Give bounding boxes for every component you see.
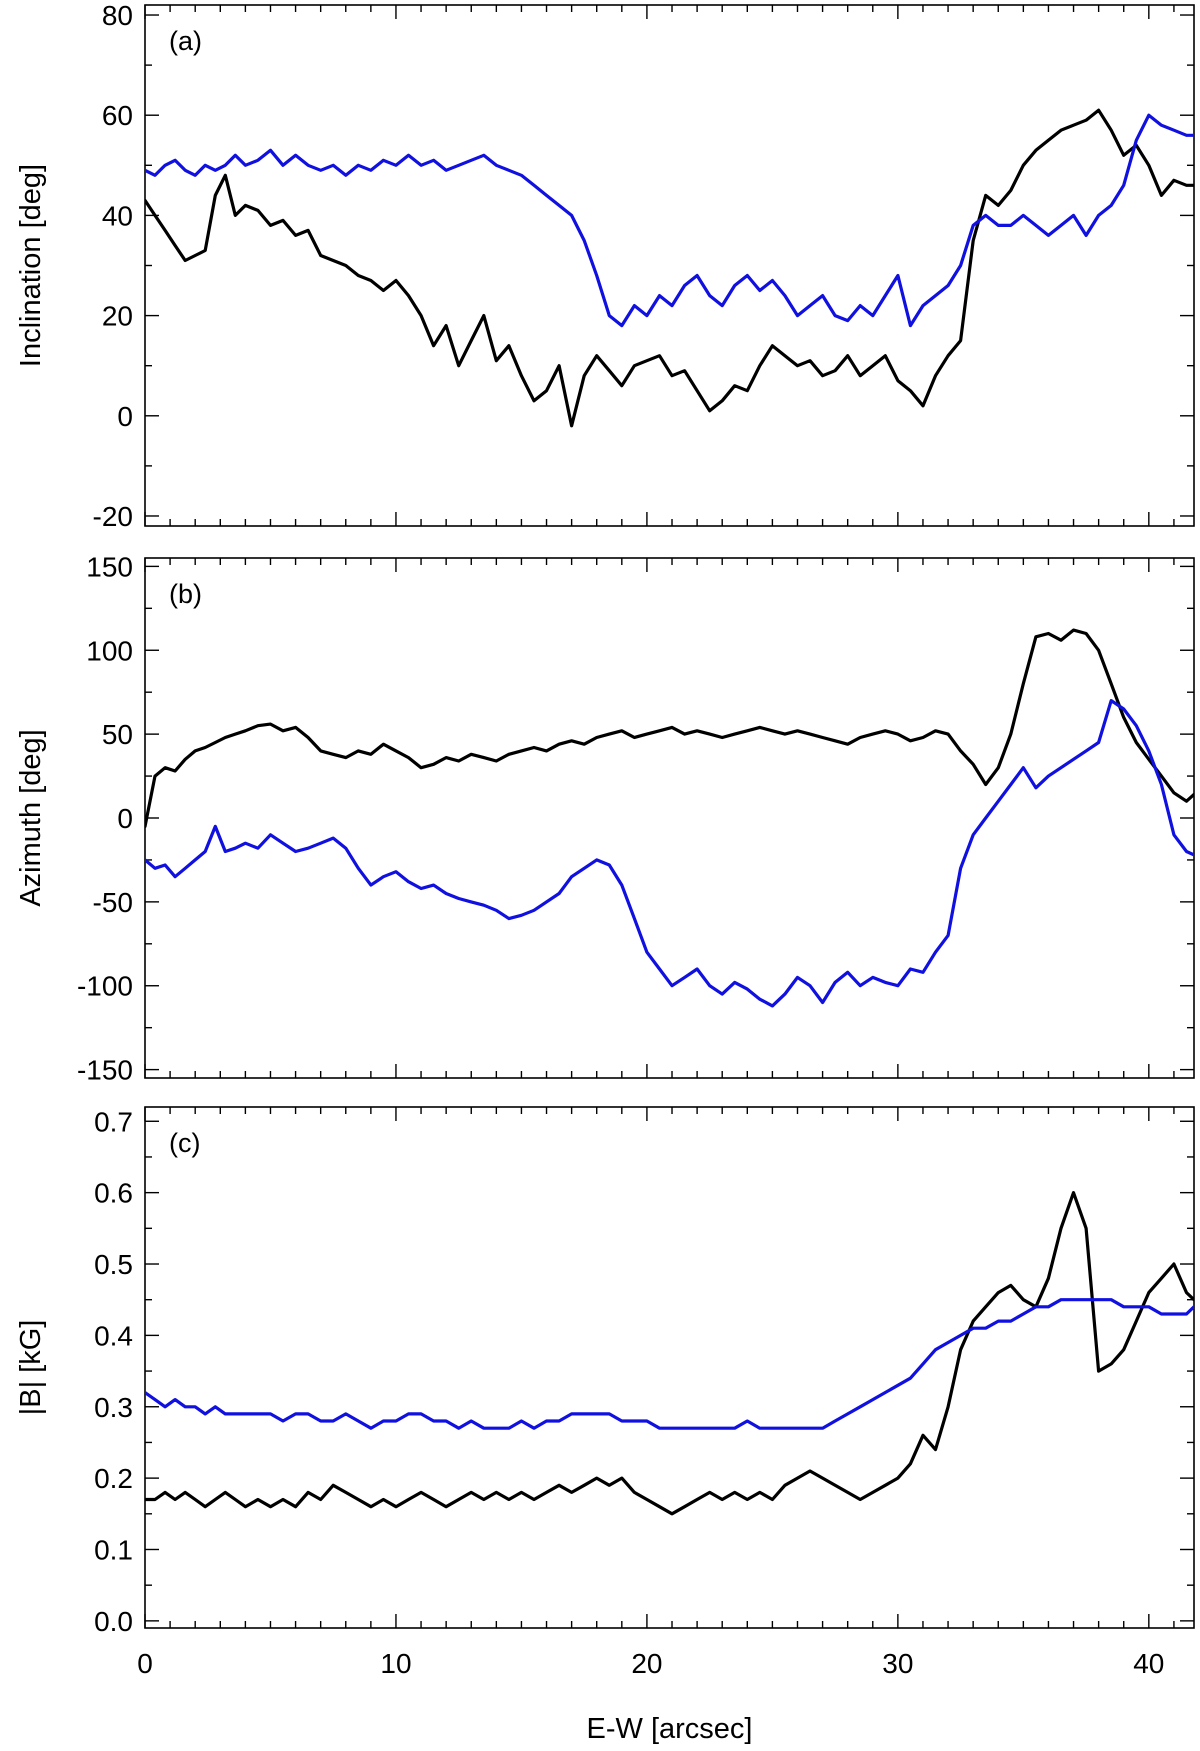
y-tick-label: 100 [86,635,133,666]
series-blue-line [145,113,1194,328]
panel-b: -150 -100 -50 0 50 100 150 Azimuth [deg] (b) [15,551,1195,1086]
y-axis-title: Inclination [deg] [15,164,47,367]
y-tick-label: 0.2 [94,1463,133,1494]
x-axis-title: E-W [arcsec] [587,1713,753,1745]
y-tick-label: 0.1 [94,1534,133,1565]
y-tick-label: 80 [102,0,133,31]
series-black-line [145,108,1194,428]
panel-label: (a) [169,26,202,56]
y-axis-title: Azimuth [deg] [15,729,47,906]
y-tick-label: 0 [117,401,133,432]
y-tick-label: 0.3 [94,1392,133,1423]
y-tick-label: -50 [93,887,133,918]
y-tick-label: -150 [77,1055,133,1086]
panel-label: (c) [169,1128,200,1158]
x-tick-label: 0 [137,1648,153,1679]
y-tick-label: 0.5 [94,1249,133,1280]
y-tick-label: 40 [102,200,133,231]
series-black-line [145,1190,1194,1516]
x-tick-label: 10 [380,1648,411,1679]
plot-frame [144,4,1195,527]
x-tick-label: 20 [631,1648,662,1679]
panel-c: 0.0 0.1 0.2 0.3 0.4 0.5 0.6 0.7 0 10 20 30 40 E-W [ar… [15,1106,1195,1745]
panel-label: (b) [169,579,202,609]
y-tick-label: 50 [102,719,133,750]
y-tick-label: 0.4 [94,1320,133,1351]
x-tick-label: 30 [882,1648,913,1679]
series-blue-line [145,698,1194,1008]
y-tick-label: -20 [93,501,133,532]
y-tick-label: 0 [117,803,133,834]
y-tick-label: 0.0 [94,1606,133,1637]
plot-frame [144,1106,1195,1629]
y-tick-label: 0.6 [94,1178,133,1209]
y-tick-label: 150 [86,551,133,582]
y-tick-label: 20 [102,301,133,332]
y-tick-label: 60 [102,100,133,131]
series-black-line [145,628,1194,829]
x-tick-label: 40 [1133,1648,1164,1679]
y-axis-title: |B| [kG] [15,1320,47,1416]
y-tick-label: 0.7 [94,1106,133,1137]
series-blue-line [145,1298,1194,1430]
y-tick-label: -100 [77,971,133,1002]
panel-a: -20 0 20 40 60 80 Inclination [deg] (a) [15,0,1195,532]
